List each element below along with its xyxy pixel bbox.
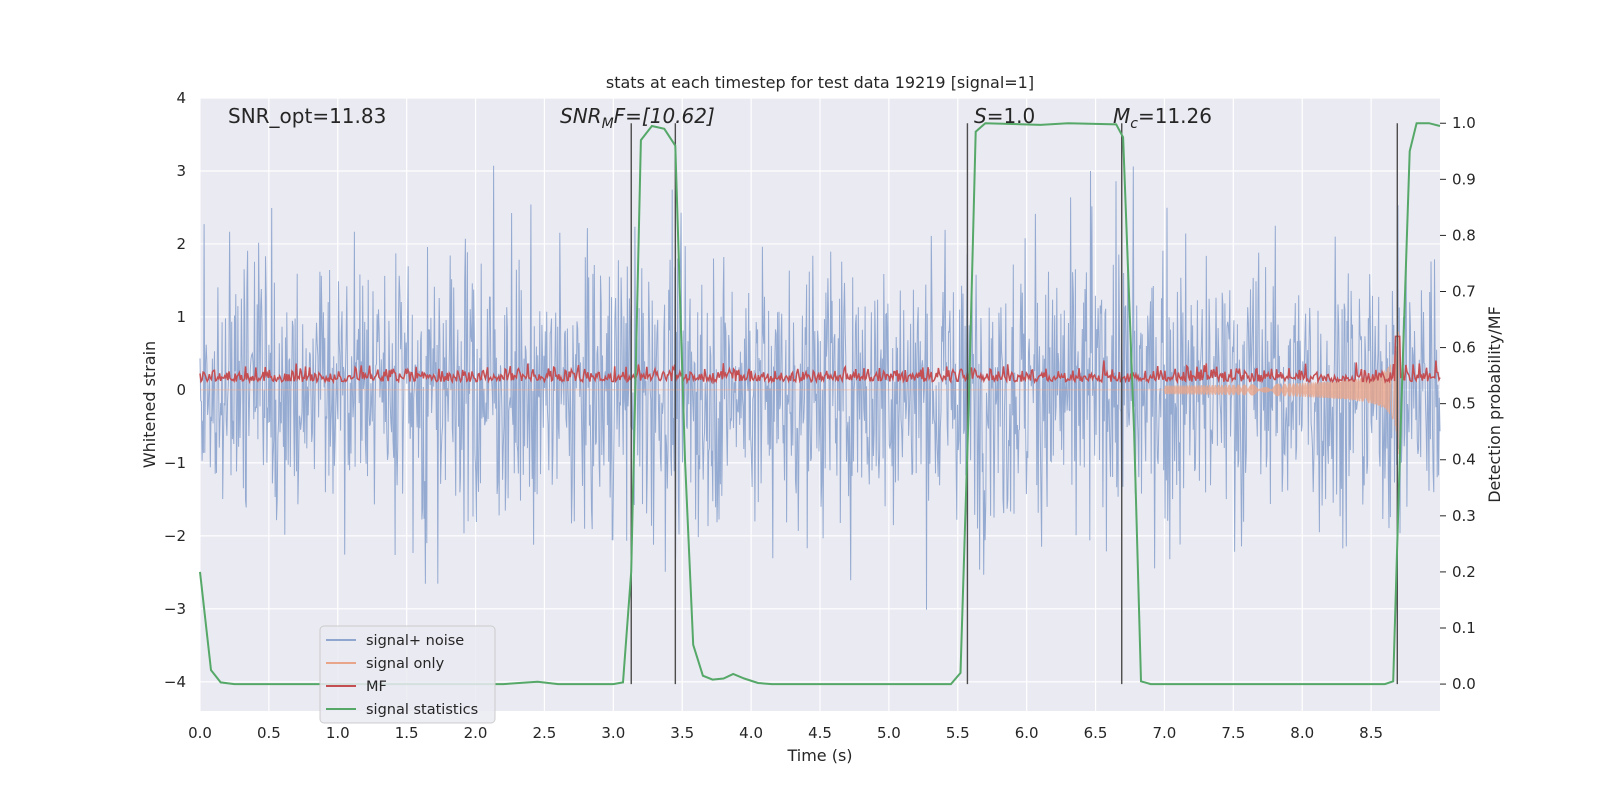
y-axis-right: 1.0 0.9 0.8 0.7 0.6 0.5 0.4 0.3 0.2 0.1 0.0 — [1440, 114, 1476, 693]
series-signal-only — [1164, 331, 1400, 455]
x-tick-label: 3.5 — [670, 724, 694, 742]
x-tick-label: 1.0 — [326, 724, 350, 742]
x-tick-label: 5.0 — [877, 724, 901, 742]
x-tick-label: 4.5 — [808, 724, 832, 742]
y-right-tick-label: 0.4 — [1452, 451, 1476, 469]
y-left-tick-label: −2 — [164, 527, 186, 545]
y-left-tick-label: −1 — [164, 454, 186, 472]
annotation-mc-rest: =11.26 — [1138, 104, 1212, 128]
y-right-tick-label: 0.3 — [1452, 507, 1476, 525]
series-signal-plus-noise — [199, 165, 1441, 610]
y-axis-left: 4 3 2 1 0 −1 −2 −3 −4 — [164, 89, 186, 691]
x-tick-label: 3.0 — [601, 724, 625, 742]
y-right-tick-label: 0.7 — [1452, 282, 1476, 300]
legend-label: MF — [366, 679, 387, 695]
y-right-tick-label: 0.0 — [1452, 675, 1476, 693]
x-tick-label: 6.0 — [1015, 724, 1039, 742]
y-right-tick-label: 0.6 — [1452, 339, 1476, 357]
legend-box — [319, 625, 496, 724]
x-tick-label: 0.5 — [257, 724, 281, 742]
y-left-tick-label: −3 — [164, 600, 186, 618]
y-right-tick-label: 1.0 — [1452, 114, 1476, 132]
annotation-s-rest: =1.0 — [987, 104, 1036, 128]
annotation-snr-mf-rest: F=[10.62] — [614, 104, 715, 128]
plot-area — [199, 97, 1441, 711]
x-axis: 0.0 0.5 1.0 1.5 2.0 2.5 3.0 3.5 4.0 4.5 5.0 5.5 6.0 6… — [188, 724, 1383, 742]
x-tick-label: 0.0 — [188, 724, 212, 742]
y-right-tick-label: 0.2 — [1452, 563, 1476, 581]
annotation-snr-opt: SNR_opt=11.83 — [228, 104, 386, 128]
x-tick-label: 2.0 — [464, 724, 488, 742]
y-right-tick-label: 0.8 — [1452, 226, 1476, 244]
annotation-s-italic: S — [974, 104, 987, 128]
y-left-tick-label: 4 — [176, 89, 186, 107]
y-right-tick-label: 0.9 — [1452, 170, 1476, 188]
legend-label: signal+ noise — [366, 633, 464, 649]
y-axis-right-label: Detection probability/MF — [1485, 306, 1504, 503]
x-tick-label: 5.5 — [946, 724, 970, 742]
x-tick-label: 4.0 — [739, 724, 763, 742]
x-tick-label: 7.5 — [1221, 724, 1245, 742]
y-right-tick-label: 0.1 — [1452, 619, 1476, 637]
annotation-snr-mf: SNRMF=[10.62] — [560, 104, 715, 132]
y-left-tick-label: 3 — [176, 162, 186, 180]
y-left-tick-label: 0 — [176, 381, 186, 399]
annotation-s: S=1.0 — [974, 104, 1035, 128]
chart-title: stats at each timestep for test data 192… — [606, 73, 1034, 92]
x-axis-label: Time (s) — [786, 746, 852, 765]
x-tick-label: 1.5 — [395, 724, 419, 742]
legend-label: signal statistics — [366, 702, 478, 718]
series-mf — [199, 335, 1441, 385]
y-left-tick-label: 2 — [176, 235, 186, 253]
x-tick-label: 8.0 — [1290, 724, 1314, 742]
annotation-mc-main: M — [1113, 104, 1130, 128]
annotation-snr-mf-main: SNR — [560, 104, 602, 128]
annotation-mc: Mc=11.26 — [1113, 104, 1212, 132]
x-tick-label: 6.5 — [1084, 724, 1108, 742]
legend: signal+ noise signal only MF signal statist… — [319, 625, 496, 724]
series-signal-statistics — [199, 122, 1441, 686]
y-axis-left-label: Whitened strain — [140, 341, 159, 468]
annotations: SNR_opt=11.83 SNRMF=[10.62] S=1.0 Mc=11.… — [228, 104, 1212, 132]
x-tick-label: 2.5 — [533, 724, 557, 742]
x-tick-label: 8.5 — [1359, 724, 1383, 742]
x-tick-label: 7.0 — [1153, 724, 1177, 742]
legend-label: signal only — [366, 656, 445, 672]
y-left-tick-label: −4 — [164, 673, 186, 691]
annotation-mc-sub: c — [1130, 116, 1138, 132]
y-right-tick-label: 0.5 — [1452, 395, 1476, 413]
annotation-snr-mf-sub: M — [602, 116, 614, 132]
y-left-tick-label: 1 — [176, 308, 186, 326]
